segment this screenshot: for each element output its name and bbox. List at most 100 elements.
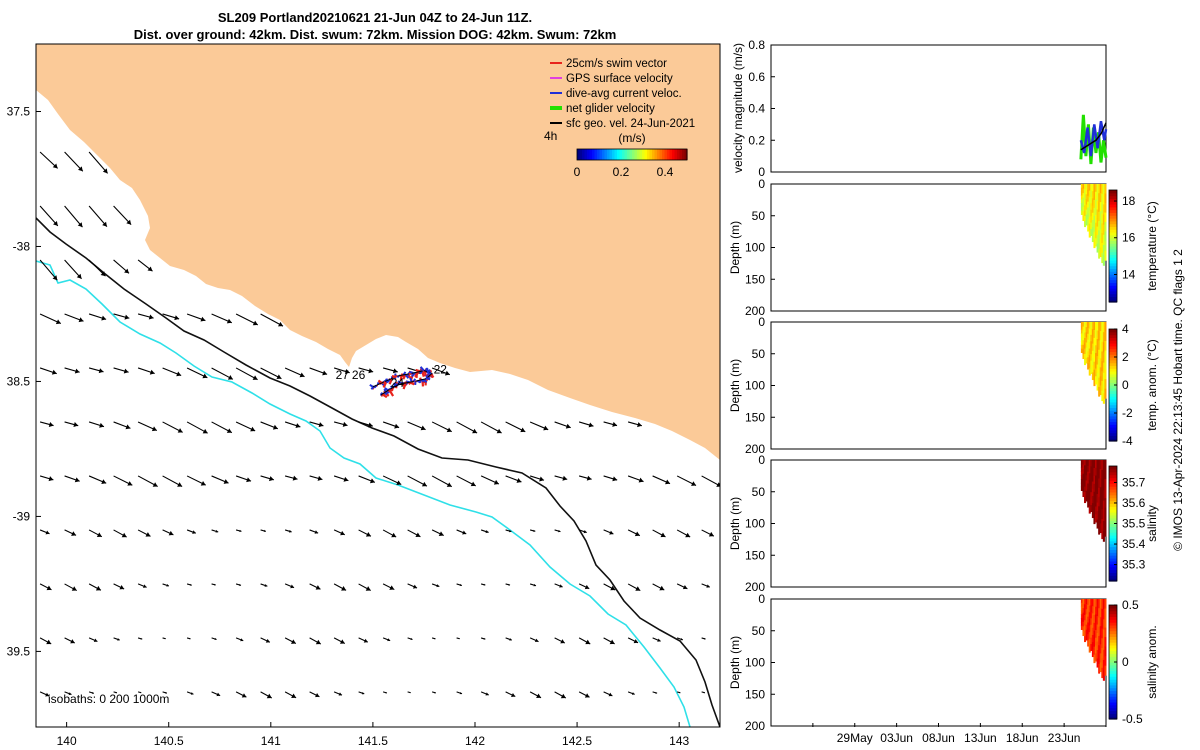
section-cell [1098, 193, 1101, 204]
section-cell [1091, 649, 1094, 658]
time-tick-label: 03Jun [880, 731, 913, 745]
section-cell [1090, 347, 1093, 355]
section-cell [1082, 335, 1085, 341]
section-cell [1087, 604, 1090, 612]
section-colorbar-cell [1109, 190, 1117, 194]
section-cell [1093, 191, 1096, 201]
section-cell [1101, 460, 1104, 471]
section-colorbar-cell [1109, 503, 1117, 507]
current-vector-head [438, 531, 444, 536]
section-cell [1088, 599, 1091, 607]
section-cell [1084, 215, 1087, 222]
section-cell [1098, 230, 1101, 241]
section-cell [1087, 189, 1090, 197]
section-cell [1080, 471, 1083, 476]
current-vector-head [534, 638, 539, 643]
section-cell [1104, 488, 1107, 499]
section-cell [1084, 189, 1087, 196]
section-cell [1104, 222, 1107, 233]
section-cell [1091, 481, 1094, 490]
section-cell [1095, 645, 1098, 654]
section-colorbar-cell [1109, 489, 1117, 493]
map-y-axis: 37.5 -38 38.5 -39 39.5 [7, 104, 41, 658]
section-cell [1101, 479, 1104, 490]
section-cell [1101, 242, 1104, 254]
section-cell [1104, 637, 1107, 648]
current-vector-head [562, 475, 568, 481]
section-cell [1084, 497, 1087, 504]
section-cell [1082, 353, 1085, 360]
swim-vector [399, 375, 403, 381]
current-vector-head [509, 638, 512, 641]
section-colorbar-cell [1109, 627, 1117, 632]
section-cell [1099, 322, 1102, 332]
current-vector [88, 205, 108, 228]
section-colorbar-cell [1109, 220, 1117, 225]
section-cell [1095, 376, 1098, 385]
section-colorbar-cell [1109, 279, 1117, 283]
current-vector-head [200, 316, 206, 322]
section-colorbar-cell [1109, 578, 1117, 582]
section-cell [1099, 460, 1102, 470]
section-colorbar-tick-label: 18 [1122, 194, 1136, 208]
current-vector-head [226, 428, 232, 433]
section-cell [1098, 386, 1101, 397]
colorbar-cell [619, 149, 623, 160]
section-colorbar-cell [1109, 466, 1117, 470]
section-cell [1088, 645, 1091, 653]
section-cell [1095, 329, 1098, 339]
section-cell [1098, 626, 1101, 637]
section-cell [1084, 470, 1087, 477]
section-cell [1085, 465, 1088, 471]
section-cell [1085, 475, 1088, 481]
section-cell [1084, 486, 1087, 493]
section-cell [1084, 327, 1087, 334]
current-vector-head [655, 691, 658, 694]
current-vector [88, 151, 109, 174]
section-cell [1091, 191, 1094, 199]
section-cell [1080, 475, 1083, 480]
section-cell [1098, 368, 1101, 379]
current-vector-head [483, 583, 486, 586]
section-cell [1099, 505, 1102, 515]
section-cell [1085, 352, 1088, 359]
section-cell [1099, 358, 1102, 368]
section-colorbar-cell [1109, 251, 1117, 255]
section-colorbar-cell [1109, 331, 1117, 336]
depth-tick-label: 0 [758, 315, 765, 329]
section-cell [1104, 369, 1107, 380]
section-colorbar-cell [1109, 348, 1117, 352]
section-cell [1102, 510, 1105, 522]
current-vector-head [539, 476, 544, 482]
section-cell [1090, 611, 1093, 619]
section-cell [1090, 334, 1093, 342]
current-vector-head [558, 529, 561, 533]
section-cell [1084, 343, 1087, 350]
current-vector-head [115, 691, 117, 694]
current-vector-head [459, 691, 463, 695]
temp-anomaly-panel: 0 50 100 150 200 Depth (m) -4 -2 0 2 4 temp. anom. … [728, 315, 1159, 456]
current-vector-head [140, 637, 143, 640]
section-colorbar-cell [1109, 334, 1117, 338]
section-cell [1095, 353, 1098, 362]
current-vector-head [612, 421, 618, 427]
current-vector-head [117, 638, 120, 641]
section-cell [1102, 393, 1105, 404]
section-cell [1096, 641, 1099, 651]
section-cell [1096, 494, 1099, 504]
colorbar-cell [602, 149, 606, 160]
section-colorbar-cell [1109, 552, 1117, 556]
section-cell [1101, 351, 1104, 362]
current-vector-head [609, 639, 615, 645]
section-cell [1088, 355, 1091, 363]
section-colorbar-cell [1109, 468, 1117, 473]
section-cell [1102, 490, 1105, 502]
section-cell [1098, 645, 1101, 656]
section-colorbar-cell [1109, 622, 1117, 626]
section-cell [1101, 469, 1104, 481]
section-cell [1082, 344, 1085, 350]
time-tick-label: 08Jun [922, 731, 955, 745]
section-cell [1090, 644, 1093, 652]
map-x-axis: 140 140.5 141 141.5 142 142.5 143 [57, 722, 689, 748]
current-vector-head [124, 268, 130, 274]
